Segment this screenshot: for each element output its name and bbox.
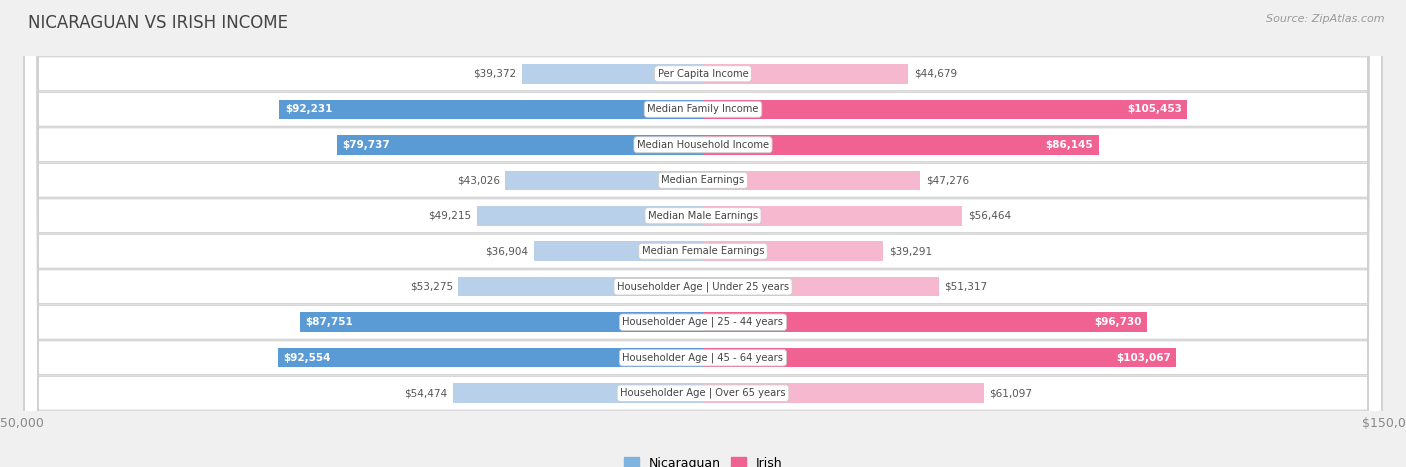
Text: $79,737: $79,737 (342, 140, 389, 150)
FancyBboxPatch shape (24, 0, 1382, 467)
Text: $56,464: $56,464 (967, 211, 1011, 221)
Bar (703, 135, 1098, 155)
Text: $39,291: $39,291 (889, 246, 932, 256)
Bar (703, 312, 1147, 332)
Text: $96,730: $96,730 (1094, 317, 1142, 327)
Bar (703, 348, 1177, 368)
Bar (337, 135, 703, 155)
Text: $92,554: $92,554 (284, 353, 330, 363)
Text: $92,231: $92,231 (285, 104, 332, 114)
Legend: Nicaraguan, Irish: Nicaraguan, Irish (619, 452, 787, 467)
Text: Householder Age | 25 - 44 years: Householder Age | 25 - 44 years (623, 317, 783, 327)
Text: Per Capita Income: Per Capita Income (658, 69, 748, 79)
Bar (522, 64, 703, 84)
Bar (477, 206, 703, 226)
Bar (703, 241, 883, 261)
Text: $49,215: $49,215 (429, 211, 471, 221)
Text: Median Earnings: Median Earnings (661, 175, 745, 185)
Bar (458, 277, 703, 297)
Bar (453, 383, 703, 403)
FancyBboxPatch shape (24, 0, 1382, 467)
Text: $39,372: $39,372 (474, 69, 516, 79)
Text: $86,145: $86,145 (1046, 140, 1092, 150)
Text: Source: ZipAtlas.com: Source: ZipAtlas.com (1267, 14, 1385, 24)
FancyBboxPatch shape (24, 0, 1382, 467)
Bar (533, 241, 703, 261)
FancyBboxPatch shape (24, 0, 1382, 467)
Text: Median Female Earnings: Median Female Earnings (641, 246, 765, 256)
Bar (299, 312, 703, 332)
Text: Householder Age | Over 65 years: Householder Age | Over 65 years (620, 388, 786, 398)
Bar (703, 99, 1187, 119)
Text: $54,474: $54,474 (404, 388, 447, 398)
FancyBboxPatch shape (24, 0, 1382, 467)
Bar (278, 348, 703, 368)
FancyBboxPatch shape (24, 0, 1382, 467)
Bar (703, 206, 962, 226)
Text: $61,097: $61,097 (990, 388, 1032, 398)
Text: $103,067: $103,067 (1116, 353, 1171, 363)
Text: Median Household Income: Median Household Income (637, 140, 769, 150)
Text: $51,317: $51,317 (945, 282, 987, 292)
Text: $36,904: $36,904 (485, 246, 529, 256)
Text: $47,276: $47,276 (925, 175, 969, 185)
Text: Median Family Income: Median Family Income (647, 104, 759, 114)
Text: $87,751: $87,751 (305, 317, 353, 327)
FancyBboxPatch shape (24, 0, 1382, 467)
Text: Householder Age | 45 - 64 years: Householder Age | 45 - 64 years (623, 353, 783, 363)
Bar (703, 383, 984, 403)
Text: $105,453: $105,453 (1128, 104, 1182, 114)
Bar (703, 64, 908, 84)
Text: $44,679: $44,679 (914, 69, 957, 79)
FancyBboxPatch shape (24, 0, 1382, 467)
Text: $43,026: $43,026 (457, 175, 501, 185)
FancyBboxPatch shape (24, 0, 1382, 467)
FancyBboxPatch shape (24, 0, 1382, 467)
Bar (703, 277, 939, 297)
Text: Median Male Earnings: Median Male Earnings (648, 211, 758, 221)
Text: NICARAGUAN VS IRISH INCOME: NICARAGUAN VS IRISH INCOME (28, 14, 288, 32)
Bar (703, 170, 920, 190)
Text: $53,275: $53,275 (409, 282, 453, 292)
Bar (505, 170, 703, 190)
Bar (280, 99, 703, 119)
Text: Householder Age | Under 25 years: Householder Age | Under 25 years (617, 282, 789, 292)
